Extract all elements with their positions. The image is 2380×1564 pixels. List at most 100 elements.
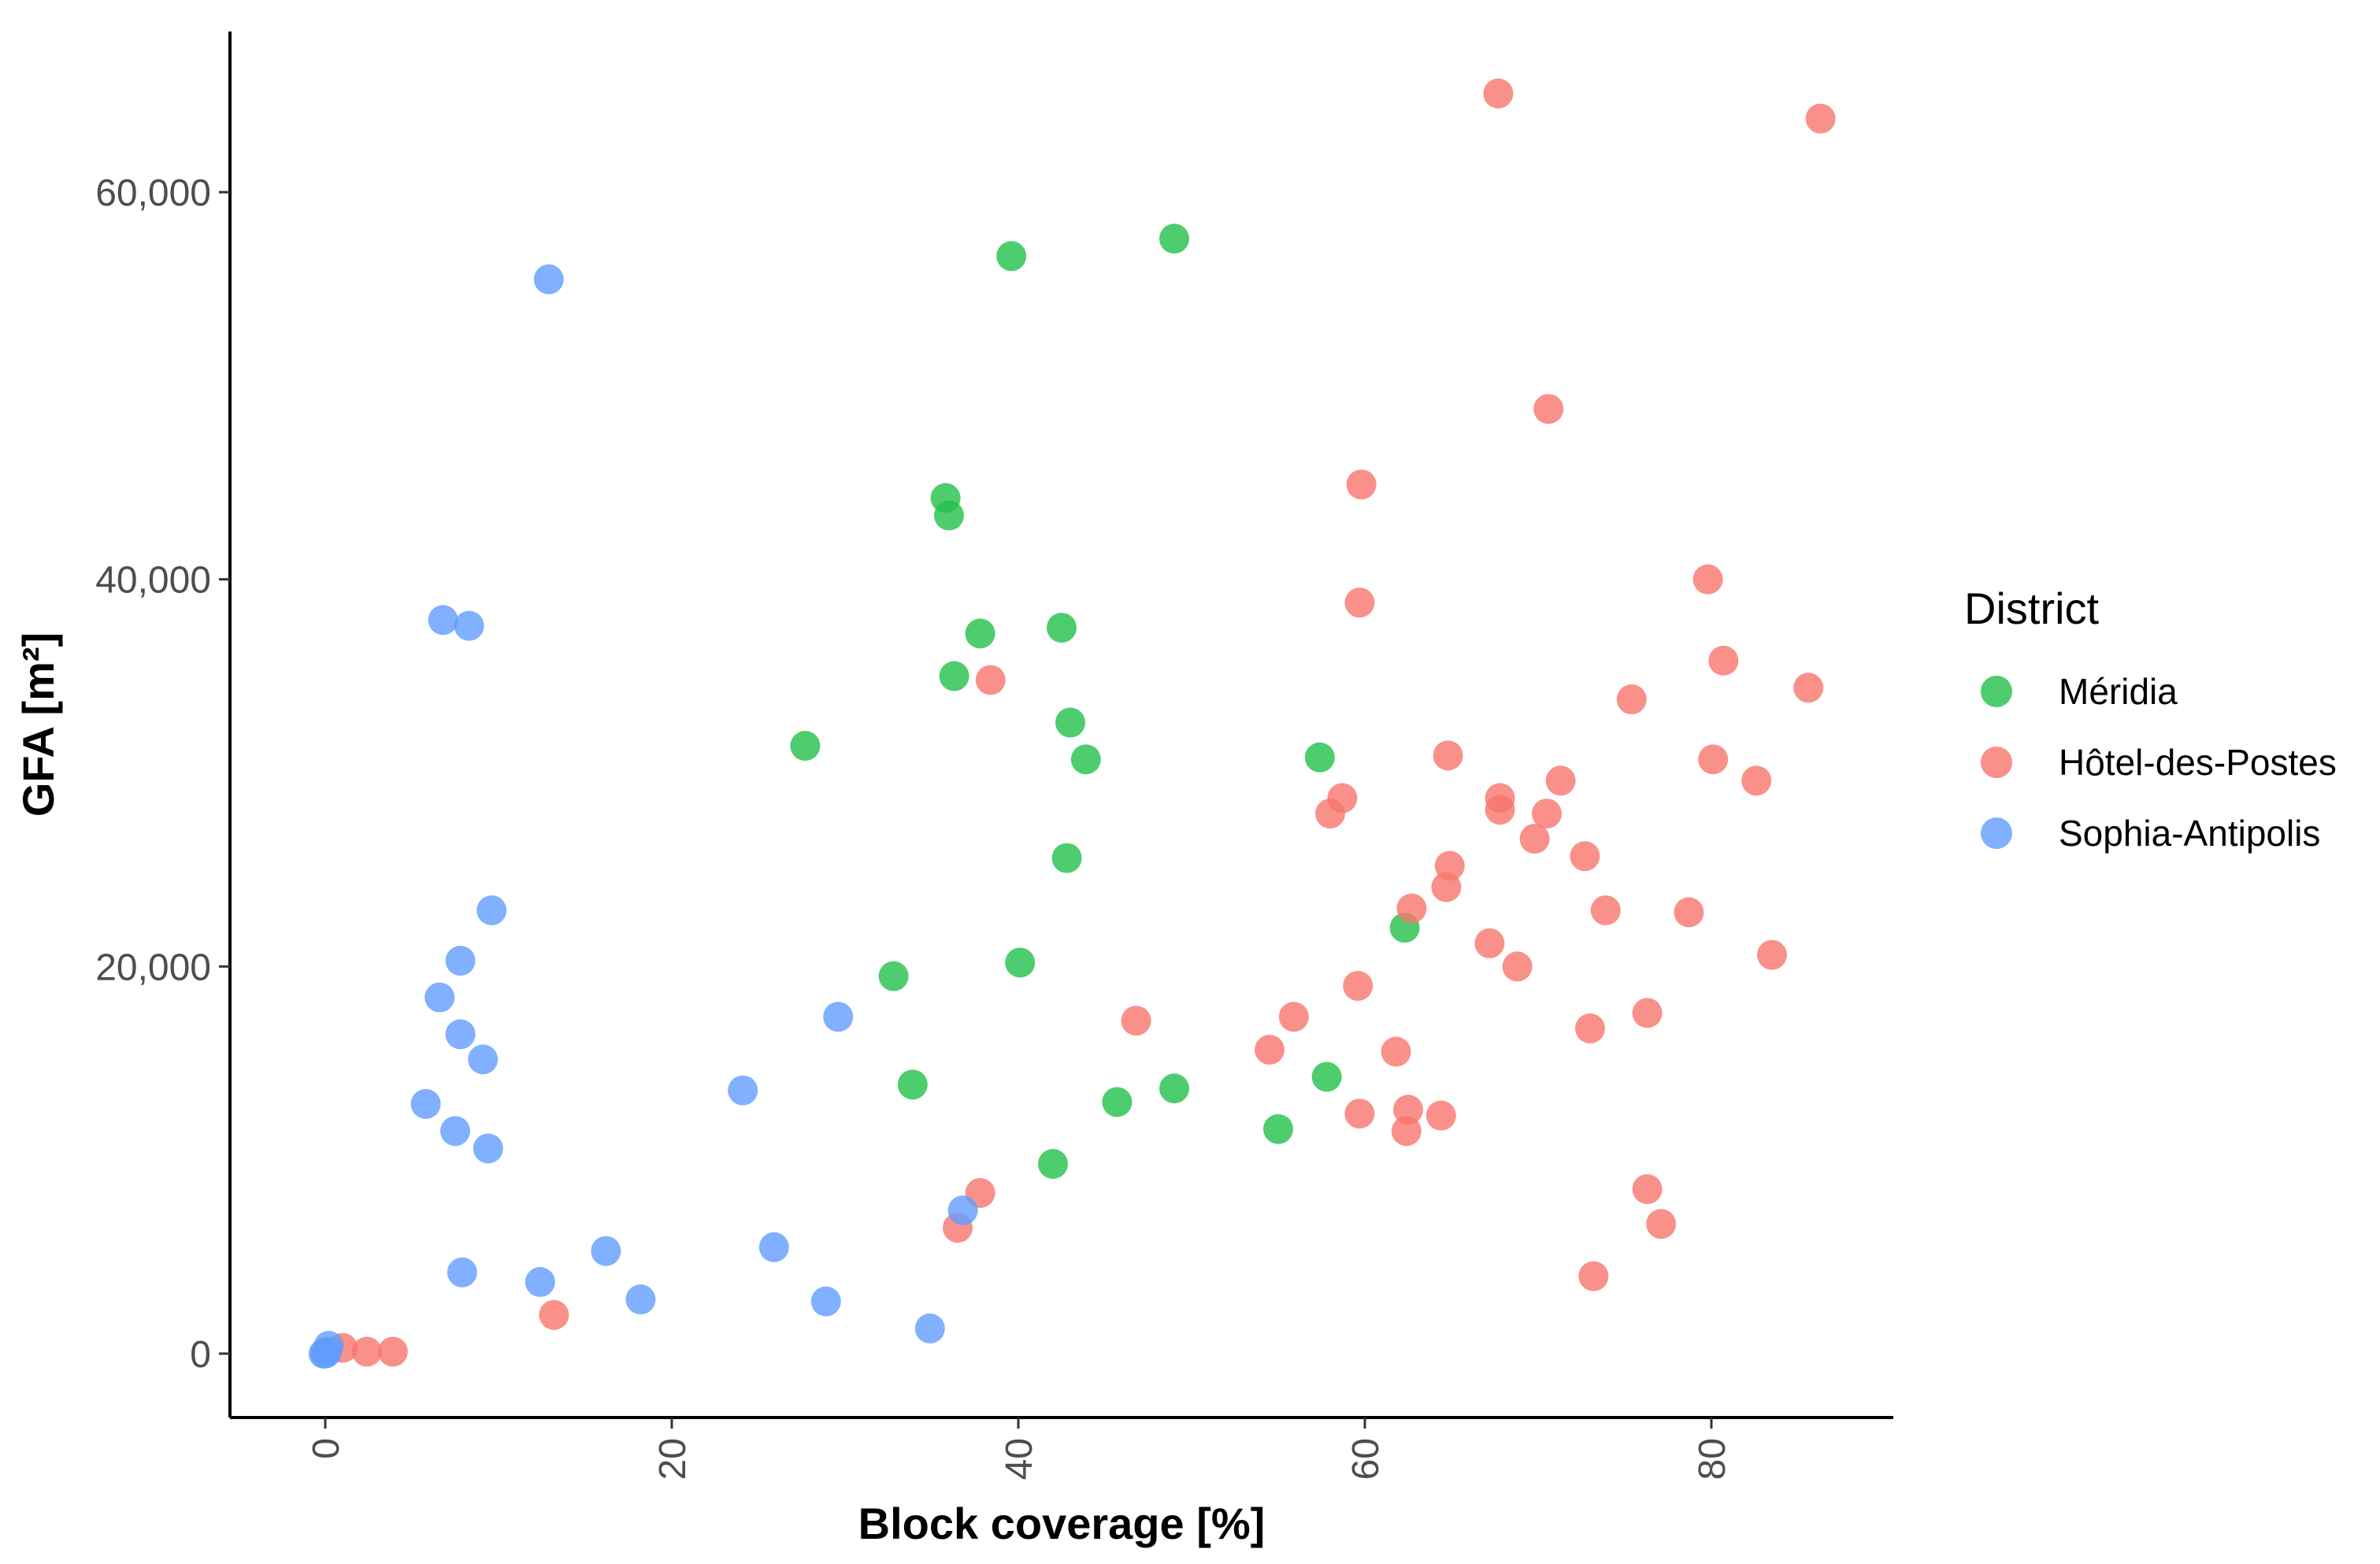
data-point [1533,394,1564,424]
data-point [1278,1002,1309,1032]
data-point [1646,1209,1677,1240]
data-point [591,1236,621,1266]
data-point [897,1069,928,1100]
data-point [1343,970,1374,1001]
x-axis-ticks: 0 20 40 60 80 [306,1418,1733,1480]
data-point [539,1299,569,1330]
data-point [975,665,1006,695]
data-point [914,1313,945,1343]
data-point [1793,673,1824,703]
data-point [1005,947,1036,978]
data-point [1433,740,1463,771]
y-axis-ticks: 0 20,000 40,000 60,000 [95,172,230,1376]
data-point [1632,998,1663,1028]
legend-title: District [1964,584,2100,633]
data-point [312,1336,343,1367]
data-point [1674,897,1704,928]
y-axis-title: GFA [m²] [13,632,63,817]
data-point [1038,1148,1068,1179]
data-point [1315,799,1345,829]
data-point [1102,1087,1133,1117]
legend: District Méridia Hôtel-des-Postes Sophia-A… [1964,584,2337,854]
data-point [1570,841,1600,872]
data-point [1632,1173,1663,1204]
data-point [758,1232,789,1262]
data-point [428,605,458,636]
data-point [1311,1062,1342,1092]
data-point [1055,707,1085,738]
data-point [476,895,507,925]
data-point [1255,1034,1285,1065]
data-point [965,618,995,649]
data-point [947,1195,978,1225]
y-tick-label: 60,000 [95,172,211,214]
data-point [1692,564,1723,595]
data-point [1698,744,1729,775]
legend-items: Méridia Hôtel-des-Postes Sophia-Antipolis [1981,671,2337,854]
data-point [1519,824,1550,854]
data-point [1708,645,1739,676]
data-point [377,1336,408,1367]
data-point [1159,224,1189,254]
data-point [625,1284,656,1315]
data-point [1805,103,1836,134]
data-point [1616,684,1647,715]
data-point [1590,895,1621,925]
data-point [1532,799,1562,829]
data-point [440,1116,470,1147]
data-point [939,661,969,691]
data-point [1545,765,1576,796]
x-tick-label: 80 [1692,1438,1733,1480]
data-point [454,610,484,641]
data-point [533,264,564,295]
x-axis-title: Block coverage [%] [858,1499,1266,1548]
x-tick-label: 60 [1345,1438,1387,1480]
legend-label: Sophia-Antipolis [2059,813,2320,854]
x-tick-label: 0 [306,1438,347,1459]
data-point [424,982,455,1013]
data-point [447,1257,477,1288]
data-point [1344,1099,1375,1129]
data-point [1304,742,1335,773]
data-point [1070,744,1101,775]
data-point [473,1133,503,1164]
data-point [810,1286,841,1317]
data-point [1757,940,1787,970]
data-point [790,731,821,762]
data-point [351,1336,382,1367]
data-point [1396,893,1427,924]
data-point [1051,843,1082,873]
data-point [1425,1100,1456,1131]
data-point [728,1075,758,1106]
data-point [1381,1036,1411,1067]
data-point [445,945,476,976]
data-point [1483,78,1514,109]
data-point [1741,765,1772,796]
data-point [525,1266,555,1297]
y-tick-label: 20,000 [95,947,211,988]
data-point [1346,469,1377,500]
data-point [1485,795,1515,825]
x-tick-label: 20 [652,1438,694,1480]
data-point [996,241,1027,272]
y-tick-label: 0 [190,1334,211,1376]
x-tick-label: 40 [999,1438,1040,1480]
data-point [1047,613,1077,643]
data-point [1159,1073,1189,1104]
data-point [1431,872,1462,902]
data-point [1263,1114,1293,1144]
data-point [1474,928,1505,958]
data-point [445,1019,476,1050]
data-points [308,78,1836,1369]
data-point [1344,587,1375,618]
data-point [410,1088,441,1119]
legend-key [1981,817,2012,849]
legend-label: Hôtel-des-Postes [2059,742,2337,783]
legend-key [1981,676,2012,707]
data-point [468,1044,499,1075]
data-point [1502,951,1533,982]
data-point [1121,1006,1151,1036]
legend-key [1981,747,2012,778]
data-point [934,500,964,531]
